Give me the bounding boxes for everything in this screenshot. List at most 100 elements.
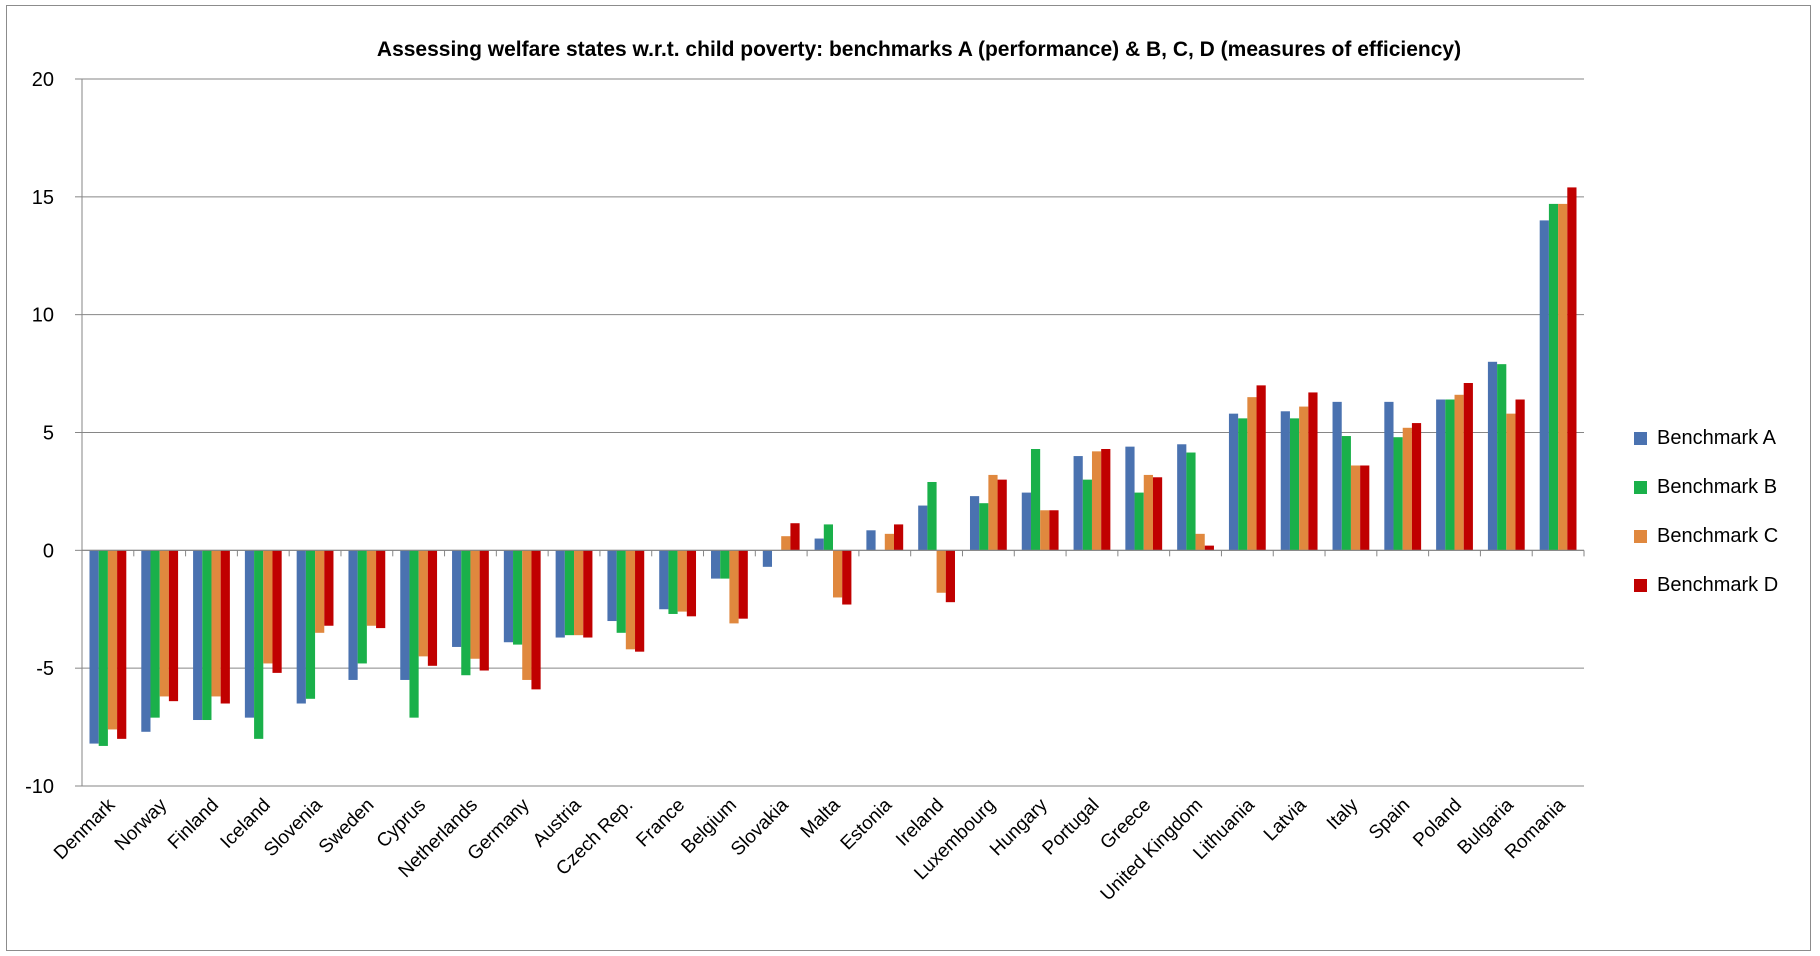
x-tick-label: Sweden <box>315 795 378 858</box>
bar-benchmark-b-germany <box>513 550 523 645</box>
legend-swatch <box>1634 530 1647 543</box>
bar-benchmark-a-luxembourg <box>969 496 980 551</box>
bar-benchmark-a-slovenia <box>296 550 306 704</box>
bar-benchmark-a-norway <box>141 550 151 732</box>
bar-benchmark-a-germany <box>503 550 514 643</box>
x-axis-ticks: DenmarkNorwayFinlandIcelandSloveniaSwede… <box>50 794 1570 905</box>
bar-benchmark-c-czech-rep- <box>625 550 636 650</box>
bar-benchmark-c-bulgaria <box>1506 413 1516 551</box>
y-tick-label: 15 <box>32 187 54 209</box>
bar-benchmark-d-greece <box>1152 477 1163 551</box>
bar-benchmark-c-germany <box>522 550 532 680</box>
bar-benchmark-a-malta <box>814 538 824 551</box>
legend-label: Benchmark C <box>1657 525 1778 547</box>
bar-benchmark-d-finland <box>220 550 230 704</box>
legend-label: Benchmark A <box>1657 427 1777 449</box>
bar-benchmark-a-france <box>659 550 669 610</box>
bar-benchmark-b-cyprus <box>409 550 419 718</box>
bar-benchmark-a-spain <box>1384 401 1394 551</box>
x-tick-label: Portugal <box>1039 795 1104 860</box>
bar-benchmark-d-latvia <box>1308 392 1318 551</box>
bar-benchmark-a-portugal <box>1073 456 1083 551</box>
bar-benchmark-b-sweden <box>357 550 367 664</box>
bar-benchmark-c-italy <box>1350 465 1361 551</box>
bar-benchmark-a-latvia <box>1280 411 1290 551</box>
bar-benchmark-b-hungary <box>1030 449 1041 551</box>
bar-benchmark-c-latvia <box>1299 406 1309 551</box>
bar-benchmark-b-bulgaria <box>1497 364 1507 551</box>
x-tick-label: Estonia <box>837 794 897 854</box>
bar-benchmark-b-malta <box>823 524 833 551</box>
x-tick-label: Hungary <box>986 794 1052 860</box>
bar-benchmark-b-finland <box>202 550 212 721</box>
bar-benchmark-b-spain <box>1393 437 1403 551</box>
bar-benchmark-d-france <box>686 550 697 617</box>
bars <box>89 187 1577 746</box>
chart-title: Assessing welfare states w.r.t. child po… <box>377 38 1461 61</box>
bar-benchmark-b-lithuania <box>1238 418 1248 551</box>
bar-benchmark-d-norway <box>168 550 179 702</box>
bar-benchmark-c-cyprus <box>418 550 428 657</box>
bar-benchmark-b-netherlands <box>461 550 471 676</box>
bar-benchmark-a-greece <box>1125 446 1135 551</box>
bar-benchmark-a-slovakia <box>762 550 773 567</box>
bar-benchmark-a-iceland <box>244 550 255 718</box>
y-tick-label: -10 <box>25 776 54 798</box>
bar-benchmark-b-latvia <box>1289 418 1300 551</box>
bar-benchmark-c-sweden <box>366 550 377 626</box>
bar-benchmark-a-netherlands <box>452 550 462 647</box>
bar-benchmark-c-iceland <box>263 550 273 664</box>
bar-benchmark-d-slovakia <box>790 523 800 551</box>
bar-benchmark-d-united-kingdom <box>1204 545 1214 551</box>
bar-benchmark-a-united-kingdom <box>1177 444 1187 551</box>
bar-benchmark-c-netherlands <box>470 550 480 659</box>
bar-benchmark-d-austria <box>583 550 593 638</box>
bar-benchmark-a-lithuania <box>1228 413 1239 551</box>
bar-benchmark-d-romania <box>1567 187 1577 551</box>
bar-benchmark-b-france <box>668 550 678 614</box>
bar-benchmark-b-denmark <box>98 550 108 746</box>
bar-benchmark-d-czech-rep- <box>635 550 645 652</box>
bar-benchmark-c-slovakia <box>781 536 791 551</box>
bar-benchmark-d-luxembourg <box>997 479 1007 551</box>
bar-benchmark-a-austria <box>555 550 565 638</box>
bar-benchmark-d-poland <box>1463 383 1473 551</box>
x-tick-label: Spain <box>1365 795 1414 844</box>
bar-benchmark-c-luxembourg <box>988 474 998 551</box>
x-tick-label: Italy <box>1323 794 1363 834</box>
bar-benchmark-a-hungary <box>1021 492 1031 551</box>
bar-benchmark-d-sweden <box>376 550 386 629</box>
y-tick-label: 10 <box>32 305 54 327</box>
bar-benchmark-d-belgium <box>738 550 748 619</box>
bar-benchmark-d-bulgaria <box>1515 399 1525 551</box>
bar-benchmark-b-italy <box>1341 436 1351 551</box>
bar-benchmark-d-ireland <box>945 550 955 603</box>
bar-benchmark-c-slovenia <box>315 550 325 633</box>
bar-benchmark-c-portugal <box>1091 451 1102 551</box>
bar-benchmark-c-austria <box>574 550 584 636</box>
bar-benchmark-a-estonia <box>866 530 876 551</box>
axes <box>81 79 1585 786</box>
bar-benchmark-c-estonia <box>884 533 894 551</box>
bar-benchmark-b-luxembourg <box>979 503 989 551</box>
x-tick-label: Slovenia <box>260 794 327 861</box>
legend-swatch <box>1634 579 1647 592</box>
bar-benchmark-b-slovenia <box>305 550 316 699</box>
bar-benchmark-d-hungary <box>1049 510 1059 551</box>
bar-benchmark-a-italy <box>1332 401 1342 551</box>
bar-benchmark-d-germany <box>531 550 541 690</box>
legend-label: Benchmark B <box>1657 476 1777 498</box>
bar-benchmark-a-ireland <box>918 505 928 551</box>
bar-benchmark-b-portugal <box>1082 479 1092 551</box>
bar-benchmark-b-romania <box>1548 203 1559 551</box>
bar-benchmark-b-czech-rep- <box>616 550 626 633</box>
legend-swatch <box>1634 432 1647 445</box>
bar-benchmark-a-belgium <box>711 550 721 579</box>
bar-benchmark-c-spain <box>1402 427 1412 551</box>
y-tick-label: 0 <box>43 540 54 562</box>
bar-benchmark-b-ireland <box>927 481 937 551</box>
x-tick-label: Latvia <box>1260 794 1311 845</box>
y-tick-label: -5 <box>36 658 54 680</box>
bar-benchmark-d-estonia <box>893 524 904 551</box>
